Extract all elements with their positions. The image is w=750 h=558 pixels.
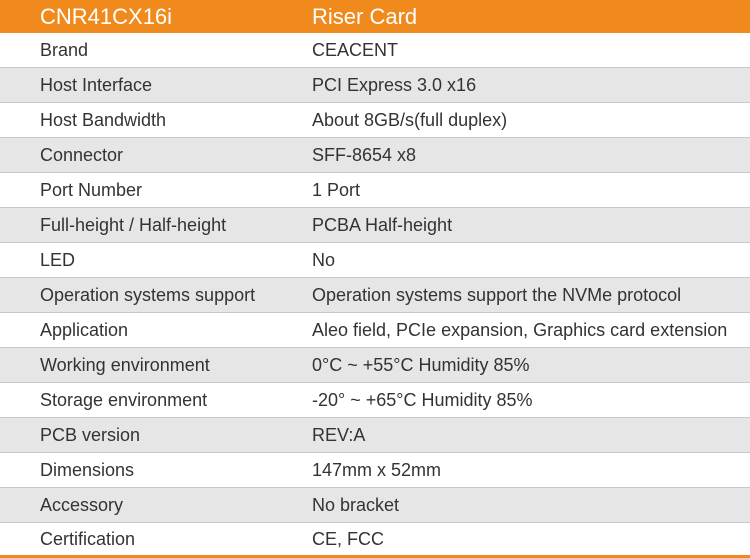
table-row: Port Number 1 Port <box>0 172 750 208</box>
spec-label: Connector <box>0 137 272 173</box>
spec-value: 0°C ~ +55°C Humidity 85% <box>272 347 750 383</box>
table-row: Host Bandwidth About 8GB/s(full duplex) <box>0 102 750 138</box>
table-row: Working environment 0°C ~ +55°C Humidity… <box>0 347 750 383</box>
spec-label: LED <box>0 242 272 278</box>
spec-label: Host Bandwidth <box>0 102 272 138</box>
spec-value: 1 Port <box>272 172 750 208</box>
spec-label: Accessory <box>0 487 272 523</box>
spec-label: Storage environment <box>0 382 272 418</box>
spec-label: Operation systems support <box>0 277 272 313</box>
spec-value: CEACENT <box>272 33 750 68</box>
spec-value: No <box>272 242 750 278</box>
table-row: Storage environment -20° ~ +65°C Humidit… <box>0 382 750 418</box>
spec-value: No bracket <box>272 487 750 523</box>
spec-value: PCI Express 3.0 x16 <box>272 67 750 103</box>
table-row: PCB version REV:A <box>0 417 750 453</box>
spec-value: About 8GB/s(full duplex) <box>272 102 750 138</box>
spec-label: Dimensions <box>0 452 272 488</box>
spec-value: Operation systems support the NVMe proto… <box>272 277 750 313</box>
table-row: LED No <box>0 242 750 278</box>
table-row: Full-height / Half-height PCBA Half-heig… <box>0 207 750 243</box>
spec-value: SFF-8654 x8 <box>272 137 750 173</box>
spec-label: Working environment <box>0 347 272 383</box>
spec-label: Host Interface <box>0 67 272 103</box>
spec-label: PCB version <box>0 417 272 453</box>
spec-value: -20° ~ +65°C Humidity 85% <box>272 382 750 418</box>
spec-value: CE, FCC <box>272 522 750 558</box>
spec-label: Application <box>0 312 272 348</box>
table-row: Accessory No bracket <box>0 487 750 523</box>
spec-table-header: CNR41CX16i Riser Card <box>0 0 750 33</box>
spec-label: Port Number <box>0 172 272 208</box>
table-row: Connector SFF-8654 x8 <box>0 137 750 173</box>
table-row: Host Interface PCI Express 3.0 x16 <box>0 67 750 103</box>
spec-value: PCBA Half-height <box>272 207 750 243</box>
table-row: Dimensions 147mm x 52mm <box>0 452 750 488</box>
header-row: CNR41CX16i Riser Card <box>0 0 750 33</box>
product-type: Riser Card <box>272 0 750 33</box>
spec-label: Brand <box>0 33 272 68</box>
spec-table-body: Brand CEACENT Host Interface PCI Express… <box>0 33 750 558</box>
spec-label: Certification <box>0 522 272 558</box>
table-row: Application Aleo field, PCIe expansion, … <box>0 312 750 348</box>
spec-value: REV:A <box>272 417 750 453</box>
table-row: Brand CEACENT <box>0 33 750 68</box>
table-row: Certification CE, FCC <box>0 522 750 558</box>
spec-value: 147mm x 52mm <box>272 452 750 488</box>
table-row: Operation systems support Operation syst… <box>0 277 750 313</box>
spec-value: Aleo field, PCIe expansion, Graphics car… <box>272 312 750 348</box>
spec-label: Full-height / Half-height <box>0 207 272 243</box>
model-name: CNR41CX16i <box>0 0 272 33</box>
